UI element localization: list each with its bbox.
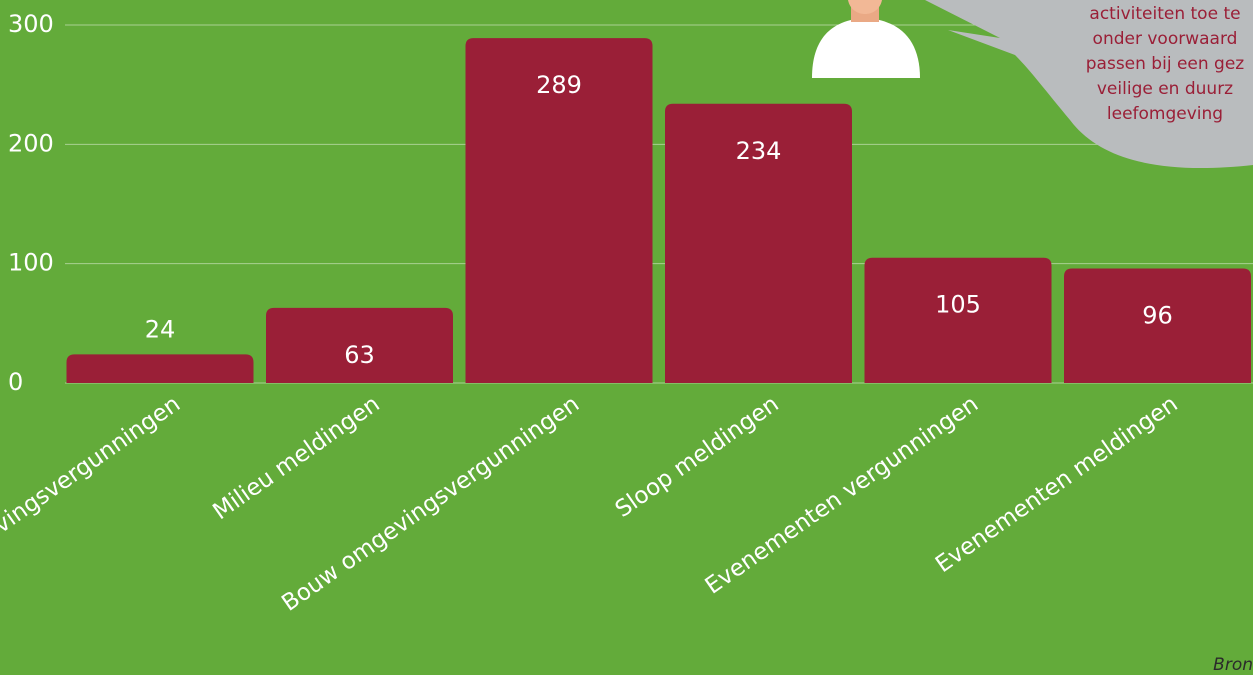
bubble-line: activiteiten toe te xyxy=(1089,4,1240,24)
value-label: 289 xyxy=(536,71,582,99)
bubble-text: activiteiten toe te onder voorwaard passen… xyxy=(1086,4,1245,124)
value-label: 105 xyxy=(935,291,981,319)
bubble-line: veilige en duurz xyxy=(1097,79,1233,99)
source: Bron xyxy=(1213,655,1253,675)
y-tick-label: 300 xyxy=(8,10,54,38)
bubble-line: onder voorwaard xyxy=(1093,29,1238,49)
y-tick-label: 0 xyxy=(8,368,23,396)
value-label: 24 xyxy=(145,315,176,343)
y-tick-label: 100 xyxy=(8,249,54,277)
bar xyxy=(67,354,254,383)
value-label: 96 xyxy=(1142,301,1173,329)
chart: 0100200300 24evingsvergunningen63Milieu … xyxy=(0,0,1253,675)
bar xyxy=(865,258,1052,383)
bubble-line: passen bij een gez xyxy=(1086,54,1245,74)
bubble-line: leefomgeving xyxy=(1107,104,1223,124)
value-label: 63 xyxy=(344,341,375,369)
y-tick-label: 200 xyxy=(8,129,54,157)
value-label: 234 xyxy=(736,137,782,165)
page: 0100200300 24evingsvergunningen63Milieu … xyxy=(0,0,1253,675)
